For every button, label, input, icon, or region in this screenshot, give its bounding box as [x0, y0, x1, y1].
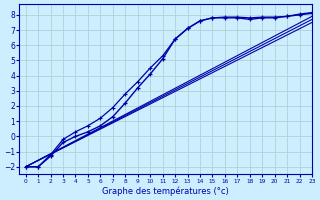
X-axis label: Graphe des températures (°c): Graphe des températures (°c) [102, 186, 229, 196]
